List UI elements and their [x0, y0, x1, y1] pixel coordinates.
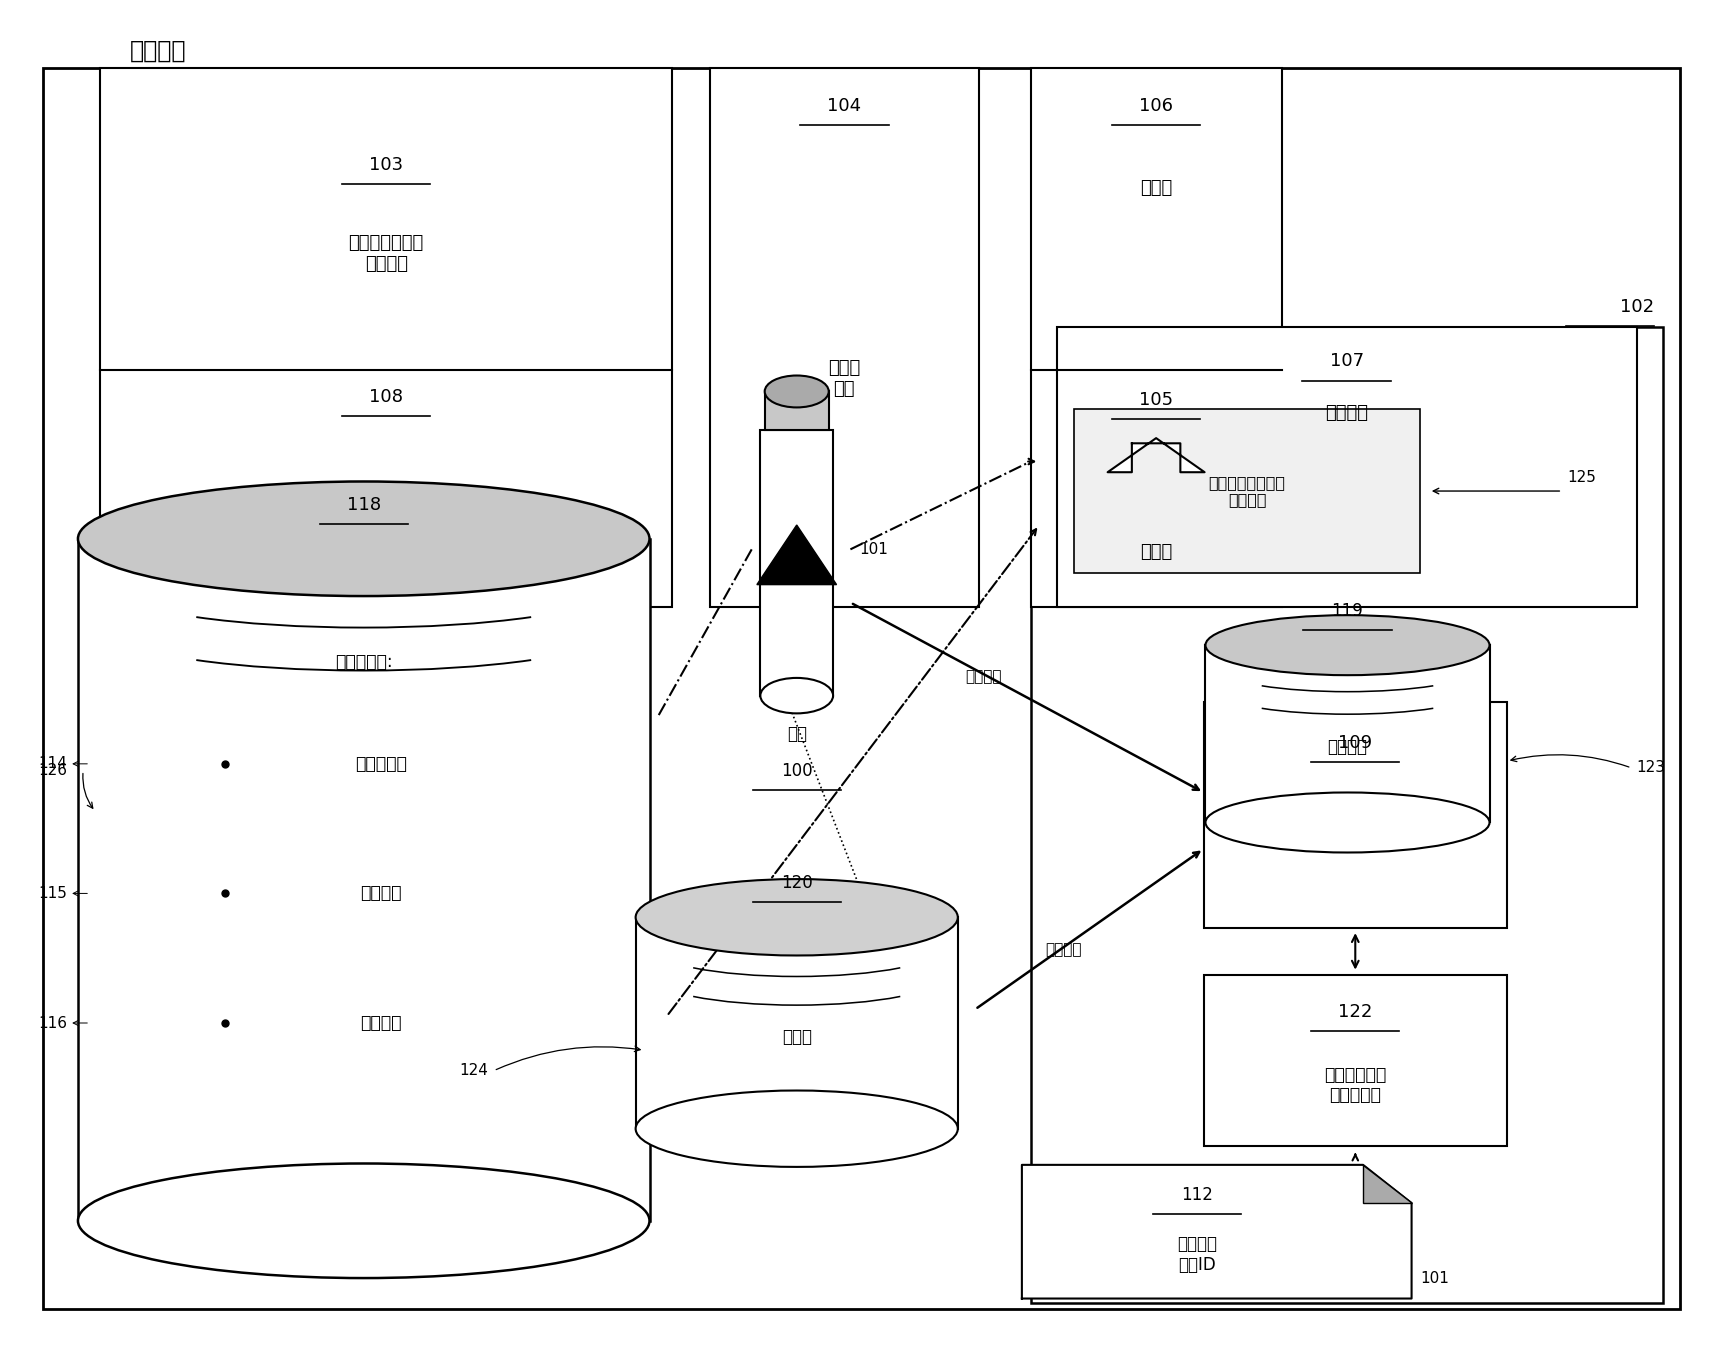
Text: 105: 105 [1140, 391, 1173, 409]
Text: 126: 126 [38, 764, 68, 777]
Ellipse shape [1205, 792, 1490, 852]
Polygon shape [636, 917, 958, 1129]
Text: 124: 124 [459, 1064, 488, 1078]
Polygon shape [757, 525, 837, 585]
Text: 独特样品标识符
的接收器: 独特样品标识符 的接收器 [348, 235, 424, 273]
Text: 116: 116 [38, 1016, 68, 1030]
Text: 120: 120 [781, 874, 812, 892]
Text: 119: 119 [1332, 602, 1363, 621]
Text: 用于接收分析
请求的接口: 用于接收分析 请求的接口 [1325, 1065, 1386, 1105]
Text: 《读取》: 《读取》 [1406, 756, 1444, 769]
Text: 样品元信息:: 样品元信息: [334, 652, 393, 671]
Text: 102: 102 [1619, 297, 1654, 316]
Text: 125: 125 [1567, 471, 1597, 484]
Ellipse shape [636, 878, 958, 955]
Polygon shape [766, 391, 828, 430]
Text: 条件组: 条件组 [781, 1027, 812, 1046]
Text: 控制器: 控制器 [1140, 543, 1173, 562]
Text: 112: 112 [1181, 1185, 1212, 1204]
Text: 用于监视存储参数
的传感器: 用于监视存储参数 的传感器 [1209, 475, 1285, 507]
Text: 存储参数: 存储参数 [1327, 738, 1368, 757]
Polygon shape [1022, 1165, 1412, 1299]
Bar [1074, 409, 1420, 573]
Text: 123: 123 [1637, 761, 1666, 775]
Text: 样品: 样品 [786, 724, 807, 743]
Text: 101: 101 [859, 542, 889, 557]
Polygon shape [760, 430, 833, 696]
Ellipse shape [78, 481, 650, 596]
Text: 《读取》: 《读取》 [965, 670, 1003, 685]
Ellipse shape [766, 375, 828, 408]
Bar [100, 68, 672, 607]
Ellipse shape [1205, 615, 1490, 675]
Text: 109: 109 [1339, 734, 1372, 753]
Text: 病例数据: 病例数据 [360, 1013, 402, 1033]
Text: 《读取》: 《读取》 [1044, 943, 1082, 958]
Polygon shape [78, 539, 650, 1221]
Text: 用于向样品标识符
分配样品元信息
的程序指令: 用于向样品标识符 分配样品元信息 的程序指令 [343, 483, 430, 543]
Text: 101: 101 [1420, 1271, 1450, 1285]
Text: 分析器: 分析器 [1140, 179, 1173, 198]
Ellipse shape [760, 678, 833, 713]
Ellipse shape [78, 1163, 650, 1278]
Text: 107: 107 [1330, 352, 1363, 371]
Polygon shape [1108, 438, 1205, 472]
Bar [1031, 68, 1282, 607]
Text: 存储单元: 存储单元 [1325, 404, 1368, 423]
Ellipse shape [636, 1091, 958, 1168]
Text: 108: 108 [369, 389, 404, 406]
Bar [1204, 975, 1507, 1146]
Bar [1031, 327, 1663, 1303]
Text: 样品类型: 样品类型 [360, 884, 402, 903]
Text: 时间点信息: 时间点信息 [355, 754, 407, 773]
Bar [710, 68, 979, 607]
Text: 106: 106 [1140, 97, 1173, 116]
Polygon shape [1363, 1165, 1412, 1203]
Polygon shape [1205, 645, 1490, 822]
Text: 决定单元: 决定单元 [1334, 827, 1377, 844]
Text: 104: 104 [828, 97, 861, 116]
Text: 118: 118 [346, 495, 381, 514]
Text: 103: 103 [369, 157, 404, 175]
Text: 100: 100 [781, 761, 812, 780]
Text: 122: 122 [1339, 1003, 1372, 1022]
Text: 分析请求
样品ID: 分析请求 样品ID [1178, 1236, 1218, 1274]
Text: 114: 114 [38, 757, 68, 771]
Bar [1204, 702, 1507, 928]
Text: 预处理
单元: 预处理 单元 [828, 359, 861, 398]
Text: 115: 115 [38, 887, 68, 900]
Text: 分析系统: 分析系统 [130, 38, 187, 63]
Bar [1057, 327, 1637, 607]
